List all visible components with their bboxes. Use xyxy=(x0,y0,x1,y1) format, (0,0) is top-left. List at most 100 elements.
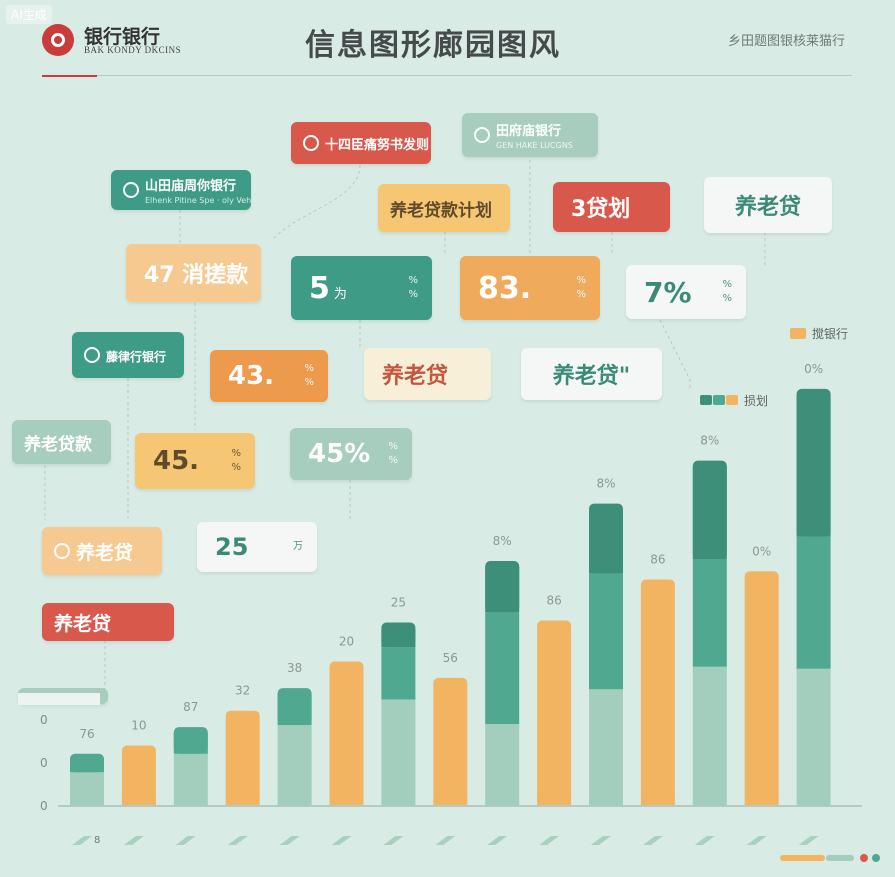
legend-swatch-orange-2 xyxy=(726,395,738,405)
badge-side-bottom: % xyxy=(576,289,586,300)
x-tick-mark xyxy=(487,836,508,845)
badge-text-group: 47 消搓款 xyxy=(144,257,248,289)
badge-label: 养老贷 xyxy=(76,541,134,564)
bar-base xyxy=(225,799,260,805)
bar-base xyxy=(121,799,156,805)
badge-suffix: 为 xyxy=(333,286,347,302)
x-tick-mark xyxy=(123,836,144,845)
bar xyxy=(225,710,260,805)
legend-label-teal: 损划 xyxy=(744,394,768,408)
bank-emblem-icon xyxy=(84,347,100,363)
badge-label: 7% xyxy=(644,275,692,309)
badge-side-bottom: % xyxy=(388,455,398,466)
badge-text-group: 养老贷款计划 xyxy=(390,196,492,221)
info-badge: 山田庙周你银行 Elhenk Pitine Spe · oly Vehe xyxy=(111,170,251,210)
x-tick-mark xyxy=(694,836,715,845)
badge-label: 养老贷 xyxy=(382,364,449,389)
badge-text-group: 45. xyxy=(153,446,199,476)
info-badge: 5 为%% xyxy=(291,256,432,320)
info-badge: 养老贷 xyxy=(704,177,832,233)
badge-side-top: % xyxy=(408,275,418,286)
bar-segment xyxy=(692,665,727,806)
badge-label: 养老贷款计划 xyxy=(390,200,492,221)
bar xyxy=(640,579,675,805)
badge-side-bottom: % xyxy=(408,289,418,300)
bar xyxy=(329,661,364,805)
badge-side-note: %% xyxy=(722,278,732,306)
info-badge: 养老贷款计划 xyxy=(378,184,510,232)
bar xyxy=(121,745,156,805)
info-badge: 43.%% xyxy=(210,350,328,402)
badge-side-bottom: % xyxy=(304,377,314,388)
badge-side-note: %% xyxy=(388,440,398,468)
bar-value-label: 86 xyxy=(546,594,561,608)
y-tick-label: 0 xyxy=(40,713,48,727)
x-tick-mark xyxy=(539,836,560,845)
bar-segment xyxy=(485,723,520,806)
legend-label-orange: 搅银行 xyxy=(812,326,848,341)
info-badge: 45.%% xyxy=(135,433,255,489)
badge-sublabel: GEN HAKE LUCGNS xyxy=(496,141,573,150)
x-tick-mark xyxy=(175,836,196,845)
info-badge: 7%%% xyxy=(626,265,746,319)
bar-value-label: 56 xyxy=(443,651,458,665)
bar-segment-fill xyxy=(589,509,623,574)
bank-emblem-icon xyxy=(303,135,319,151)
bank-emblem-icon xyxy=(54,543,70,559)
info-badge: 3贷划 xyxy=(553,182,670,232)
x-tick-mark xyxy=(383,836,404,845)
bar-value-label: 8% xyxy=(493,534,512,548)
bar-value-label: 25 xyxy=(391,596,406,610)
footer-strip-sage xyxy=(826,855,854,861)
legend-swatch-teal-2 xyxy=(713,395,725,405)
bar-base xyxy=(744,799,779,805)
info-badge: 83.%% xyxy=(460,256,600,320)
badge-side-bottom: % xyxy=(231,462,241,473)
bar-segment xyxy=(381,647,416,700)
badge-side-note: %% xyxy=(576,274,586,302)
legend-swatch-teal xyxy=(700,395,712,405)
bar-base xyxy=(640,799,675,805)
badge-label: 5 xyxy=(309,270,330,306)
x-tick-mark xyxy=(331,836,352,845)
x-tick-mark xyxy=(642,836,663,845)
info-badge: 养老贷 xyxy=(42,603,174,641)
top-right-caption: 乡田题图银核莱猫行 xyxy=(728,34,846,49)
bar-value-label: 87 xyxy=(183,700,198,714)
bank-emblem-icon xyxy=(123,182,139,198)
badge-label: 3贷划 xyxy=(571,197,631,222)
info-badge: 十四臣痛努书发则 xyxy=(291,122,431,164)
bar-value-label: 10 xyxy=(131,719,146,733)
bar-value-label: 38 xyxy=(287,661,302,675)
badge-text-group: 十四臣痛努书发则 xyxy=(325,134,429,153)
bar-segment xyxy=(589,688,623,806)
x-tick-mark xyxy=(279,836,300,845)
badge-side-note: %% xyxy=(231,447,241,475)
badge-side-note: %% xyxy=(304,362,314,390)
badge-side-top: % xyxy=(388,441,398,452)
bar-value-label: 8% xyxy=(596,477,615,491)
badge-label: 十四臣痛努书发则 xyxy=(325,137,430,153)
badge-side-top: % xyxy=(231,448,241,459)
footer-dot-red xyxy=(860,854,868,862)
bar-segment xyxy=(173,753,208,806)
bar-segment xyxy=(485,612,520,724)
badge-label: 养老贷 xyxy=(734,195,801,220)
badge-label: 25 xyxy=(215,533,249,561)
badge-text-group: 养老贷 xyxy=(76,538,133,565)
footer-strip-orange xyxy=(780,855,825,861)
badge-text-group: 7% xyxy=(644,276,692,309)
badge-text-group: 45% xyxy=(308,439,370,469)
logo-title: 银行银行 xyxy=(84,26,161,48)
bar xyxy=(433,677,468,805)
bar xyxy=(744,571,779,805)
badge-side-note: 万 xyxy=(293,540,303,554)
bar-segment xyxy=(796,667,831,806)
bar-base xyxy=(537,799,572,805)
badge-sublabel: Elhenk Pitine Spe · oly Vehe xyxy=(145,196,251,205)
x-tick-mark xyxy=(798,836,819,845)
